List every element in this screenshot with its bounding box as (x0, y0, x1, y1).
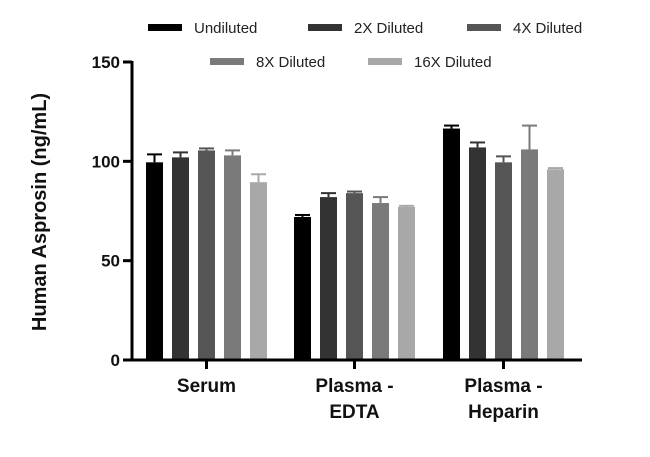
legend-label: 16X Diluted (414, 54, 492, 71)
bar (495, 162, 512, 360)
x-tick-label: Plasma - (315, 376, 393, 397)
bar (547, 169, 564, 360)
bar (146, 162, 163, 360)
legend-swatch (148, 24, 182, 31)
y-tick-label: 150 (92, 53, 120, 72)
legend-swatch (467, 24, 501, 31)
legend: Undiluted 2X Diluted 4X Diluted 8X Diluted 1… (148, 20, 582, 71)
bar (443, 128, 460, 360)
bar (398, 207, 415, 360)
bar (198, 150, 215, 360)
x-tick-label: Serum (177, 376, 236, 397)
y-tick-label: 50 (101, 252, 120, 271)
bar (469, 147, 486, 360)
legend-label: Undiluted (194, 20, 257, 37)
bar (172, 157, 189, 360)
y-axis-title: Human Asprosin (ng/mL) (29, 93, 51, 331)
legend-label: 4X Diluted (513, 20, 582, 37)
legend-label: 8X Diluted (256, 54, 325, 71)
y-tick-label: 100 (92, 152, 120, 171)
bar (372, 203, 389, 360)
bar (250, 182, 267, 360)
x-tick-label: Plasma - (464, 376, 542, 397)
bar (346, 193, 363, 360)
legend-swatch (308, 24, 342, 31)
legend-label: 2X Diluted (354, 20, 423, 37)
bar (320, 197, 337, 360)
y-tick-label: 0 (111, 351, 120, 370)
legend-swatch (210, 58, 244, 65)
plot-area (146, 124, 564, 360)
bar (294, 216, 311, 360)
bar (224, 155, 241, 360)
bar (521, 149, 538, 360)
legend-swatch (368, 58, 402, 65)
axes: 0 50 100 150 Serum Plasma - EDTA Plasma - Hepari… (92, 53, 582, 423)
x-tick-label: EDTA (329, 402, 380, 423)
x-tick-label: Heparin (468, 402, 539, 423)
